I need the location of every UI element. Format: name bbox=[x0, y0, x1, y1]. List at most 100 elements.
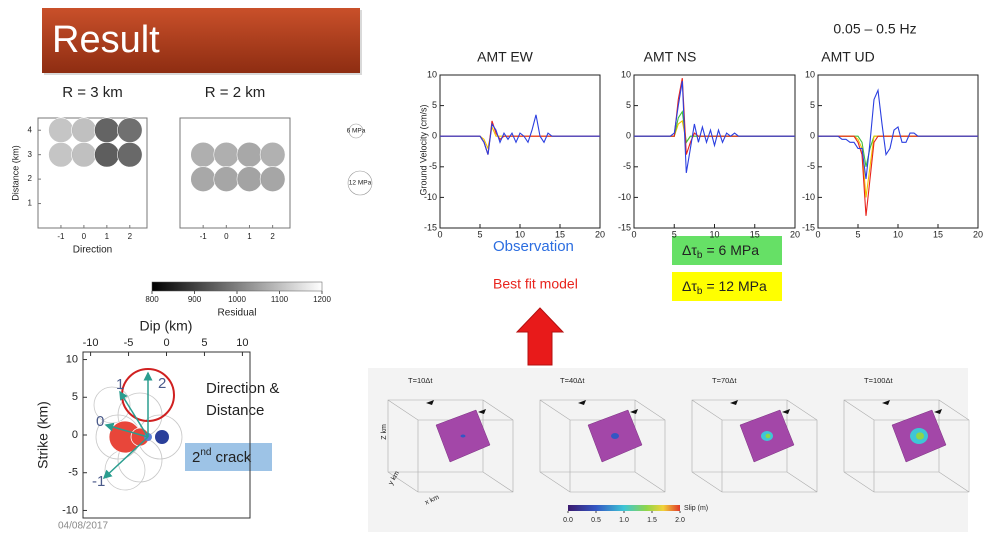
direction-label: 1 bbox=[116, 376, 124, 393]
panel-frame bbox=[818, 75, 978, 228]
y-tick-label: -5 bbox=[68, 467, 78, 479]
colorbar-tick-label: 1000 bbox=[228, 295, 246, 304]
residual-circle bbox=[49, 118, 74, 143]
panel-title: AMT EW bbox=[477, 49, 534, 65]
x-tick-label: 0 bbox=[437, 229, 442, 239]
model-symbol: Δτ bbox=[682, 278, 697, 294]
x-tick-label: 20 bbox=[973, 229, 983, 239]
x-tick-label: 15 bbox=[555, 229, 565, 239]
x-tick-label: -5 bbox=[124, 337, 134, 349]
y-tick-label: 0 bbox=[432, 131, 437, 141]
residual-circle bbox=[191, 142, 216, 167]
x-tick-label: -1 bbox=[57, 232, 65, 241]
model-symbol: Δτ bbox=[682, 242, 697, 258]
colorbar-tick-label: 0.0 bbox=[563, 517, 573, 524]
slip-patch bbox=[461, 435, 466, 438]
note: Distance bbox=[206, 402, 264, 419]
y-tick-label: -15 bbox=[424, 222, 437, 232]
colorbar bbox=[152, 282, 322, 291]
residual-circle bbox=[214, 142, 239, 167]
x-tick-label: 2 bbox=[128, 232, 133, 241]
residual-circle bbox=[72, 118, 97, 143]
trial-circle bbox=[105, 450, 145, 490]
residual-circle bbox=[72, 142, 97, 167]
x-tick-label: 0 bbox=[631, 229, 636, 239]
x-axis-title: Dip (km) bbox=[140, 318, 193, 334]
note: Direction & bbox=[206, 380, 279, 397]
x-tick-label: 15 bbox=[933, 229, 943, 239]
y-tick-label: 10 bbox=[427, 69, 437, 79]
x-axis-title: Direction bbox=[73, 245, 112, 256]
model-value: = 6 MPa bbox=[706, 242, 759, 258]
x-tick-label: 0 bbox=[815, 229, 820, 239]
legend-label: 12 MPa bbox=[349, 180, 372, 187]
y-tick-label: 3 bbox=[28, 150, 33, 159]
colorbar-label: Residual bbox=[218, 308, 257, 319]
plot-title: R = 3 km bbox=[62, 84, 122, 101]
residual-circle bbox=[214, 167, 239, 192]
y-tick-label: 0 bbox=[810, 131, 815, 141]
colorbar-tick-label: 1.5 bbox=[647, 517, 657, 524]
x-tick-label: 10 bbox=[515, 229, 525, 239]
x-tick-label: 2 bbox=[270, 232, 275, 241]
y-tick-label: 0 bbox=[626, 131, 631, 141]
y-tick-label: -10 bbox=[62, 504, 78, 516]
panel-title: AMT UD bbox=[821, 49, 874, 65]
colorbar-tick-label: 0.5 bbox=[591, 517, 601, 524]
y-tick-label: 0 bbox=[72, 429, 78, 441]
x-tick-label: 0 bbox=[163, 337, 169, 349]
x-tick-label: 5 bbox=[672, 229, 677, 239]
x-tick-label: 10 bbox=[893, 229, 903, 239]
colorbar-tick-label: 2.0 bbox=[675, 517, 685, 524]
snapshot-title: T=100Δt bbox=[864, 376, 893, 385]
date: 04/08/2017 bbox=[58, 521, 108, 532]
colorbar-tick-label: 900 bbox=[188, 295, 202, 304]
x-tick-label: 5 bbox=[201, 337, 207, 349]
snapshot-title: T=40Δt bbox=[560, 376, 585, 385]
direction-label: 2 bbox=[158, 375, 166, 392]
hypocenter bbox=[155, 430, 169, 444]
x-tick-label: 1 bbox=[247, 232, 252, 241]
up-arrow bbox=[517, 308, 563, 365]
residual-circle bbox=[260, 142, 285, 167]
model-subscript: b bbox=[697, 286, 703, 297]
y-tick-label: -5 bbox=[623, 161, 631, 171]
crack-suffix: nd bbox=[200, 447, 211, 458]
colorbar-tick-label: 1.0 bbox=[619, 517, 629, 524]
title: Result bbox=[52, 19, 160, 61]
residual-circle bbox=[117, 118, 142, 143]
x-tick-label: 20 bbox=[595, 229, 605, 239]
crack-word: crack bbox=[215, 449, 251, 466]
colorbar-tick-label: 1200 bbox=[313, 295, 331, 304]
y-tick-label: 5 bbox=[626, 100, 631, 110]
slip-colorbar bbox=[568, 505, 680, 511]
y-axis-title: Ground Velocity (cm/s) bbox=[418, 104, 428, 195]
observation-label: Observation bbox=[493, 238, 574, 255]
x-tick-label: 10 bbox=[709, 229, 719, 239]
x-tick-label: 5 bbox=[477, 229, 482, 239]
x-tick-label: -10 bbox=[83, 337, 99, 349]
x-tick-label: 10 bbox=[236, 337, 248, 349]
residual-circle bbox=[94, 142, 119, 167]
x-tick-label: 20 bbox=[790, 229, 800, 239]
x-tick-label: 0 bbox=[224, 232, 229, 241]
x-tick-label: 1 bbox=[105, 232, 110, 241]
slip-patch bbox=[916, 432, 924, 439]
y-tick-label: -10 bbox=[424, 192, 437, 202]
y-axis-title: Strike (km) bbox=[35, 401, 51, 469]
colorbar-tick-label: 1100 bbox=[271, 295, 289, 304]
y-tick-label: 5 bbox=[72, 391, 78, 403]
y-tick-label: -15 bbox=[802, 222, 815, 232]
y-tick-label: 4 bbox=[28, 125, 33, 134]
model-value: = 12 MPa bbox=[706, 278, 767, 294]
y-tick-label: 5 bbox=[810, 100, 815, 110]
y-tick-label: 10 bbox=[66, 353, 78, 365]
slip-patch bbox=[766, 434, 771, 439]
direction-label: 0 bbox=[96, 413, 104, 430]
colorbar-label: Slip (m) bbox=[684, 505, 708, 512]
y-tick-label: -15 bbox=[618, 222, 631, 232]
y-tick-label: 5 bbox=[432, 100, 437, 110]
crack-number: 2 bbox=[192, 449, 200, 466]
direction-label: -1 bbox=[92, 473, 105, 490]
y-axis-title: Distance (km) bbox=[10, 145, 20, 201]
